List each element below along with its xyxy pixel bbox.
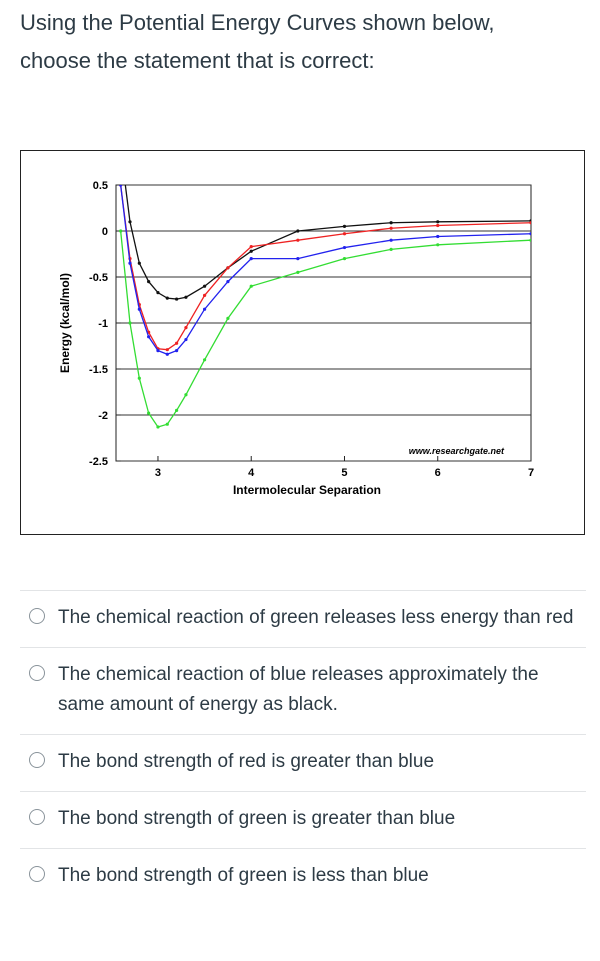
answer-option[interactable]: The bond strength of green is greater th… [20,791,586,848]
data-point [137,261,141,265]
series-line [120,230,531,428]
x-tick-label: 6 [435,467,441,479]
data-point [165,422,169,426]
data-point [128,261,132,265]
data-point [249,245,253,249]
x-tick-label: 7 [528,467,534,479]
x-tick-label: 5 [341,467,347,479]
data-point [202,293,207,297]
data-point [184,295,188,299]
data-point [389,238,393,242]
data-point [128,220,132,224]
data-point [296,257,300,261]
data-point [226,316,230,320]
answer-option[interactable]: The bond strength of red is greater than… [20,734,586,791]
options: The chemical reaction of green releases … [20,590,586,905]
data-point [137,376,141,380]
y-tick-label: -0.5 [89,272,108,284]
data-point [202,358,207,362]
series-line [120,185,531,355]
data-point [342,257,347,261]
data-point [436,220,440,224]
data-point [156,425,160,429]
y-tick-label: -1.5 [89,364,108,376]
radio-button[interactable] [29,665,45,681]
question: Using the Potential Energy Curves shown … [20,10,495,73]
x-tick-label: 4 [248,467,255,479]
radio-button[interactable] [29,608,45,624]
data-point [175,349,179,353]
data-point [296,238,300,242]
data-point [147,280,151,284]
data-point [128,321,132,325]
data-point [249,249,253,253]
data-point [249,257,253,261]
data-point [175,408,179,412]
x-tick-label: 3 [155,467,161,479]
data-point [296,270,300,274]
data-point [119,229,123,233]
data-point [436,234,440,239]
y-tick-label: -1 [98,318,108,330]
data-point [389,226,393,230]
data-point [529,221,531,225]
data-point [202,307,207,311]
data-point [184,326,188,330]
data-point [175,341,179,345]
option-text: The chemical reaction of blue releases a… [58,664,539,715]
data-point [156,291,160,295]
radio-button[interactable] [29,809,45,825]
radio-button[interactable] [29,866,45,882]
data-point [165,352,169,356]
watermark: www.researchgate.net [409,446,505,456]
data-point [226,280,230,284]
radio-button[interactable] [29,752,45,768]
data-point [175,297,179,301]
data-point [296,229,300,233]
answer-option[interactable]: The chemical reaction of blue releases a… [20,647,586,734]
option-text: The bond strength of red is greater than… [58,751,435,772]
data-point [226,266,230,270]
data-point [389,247,393,251]
data-point [529,238,531,242]
answer-option[interactable]: The bond strength of green is less than … [20,848,586,905]
y-tick-label: -2 [98,410,108,422]
data-point [436,223,440,228]
y-axis-label: Energy (kcal/mol) [58,273,72,373]
data-point [202,284,207,288]
data-point [156,349,160,353]
series-line [124,185,531,300]
data-point [342,245,347,250]
option-text: The bond strength of green is greater th… [58,808,456,829]
data-point [529,232,531,236]
chart-frame: Energy (kcal/mol) Intermolecular Separat… [20,150,585,535]
series-line [120,185,531,351]
chart: Energy (kcal/mol) Intermolecular Separat… [58,180,534,497]
answer-option[interactable]: The chemical reaction of green releases … [20,590,586,647]
y-tick-label: 0.5 [93,180,108,192]
data-point [342,232,347,236]
option-text: The chemical reaction of green releases … [58,607,574,628]
data-point [436,243,440,247]
y-tick-label: 0 [102,226,108,238]
option-text: The bond strength of green is less than … [58,865,429,886]
data-point [147,411,151,415]
data-point [137,307,141,311]
data-point [165,296,169,300]
plot-layer [119,185,531,429]
data-point [249,284,253,288]
data-point [184,337,188,342]
data-point [342,224,347,228]
x-axis-label: Intermolecular Separation [233,483,381,497]
data-point [119,185,123,187]
data-point [147,335,151,339]
y-tick-label: -2.5 [89,456,108,468]
data-point [184,393,188,397]
data-point [389,221,393,225]
data-point [165,348,169,352]
